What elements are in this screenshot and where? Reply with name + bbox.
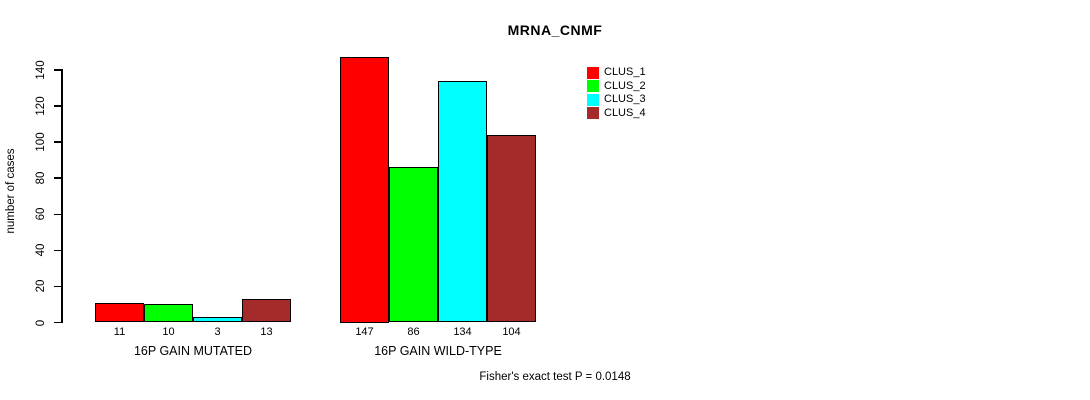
y-tick-label: 60 [35, 207, 47, 221]
bar-clus_1-group2 [340, 57, 389, 323]
bar-value-label: 3 [214, 325, 221, 338]
y-tick [54, 321, 61, 324]
bar-value-label: 10 [162, 325, 175, 338]
y-tick-label: 100 [35, 132, 47, 152]
y-tick-label: 20 [35, 280, 47, 293]
y-tick-label: 140 [35, 60, 47, 80]
y-tick [54, 69, 61, 71]
bar-value-label: 13 [260, 325, 273, 338]
legend-swatch-clus_1 [587, 66, 599, 79]
y-tick [54, 285, 61, 288]
annotation-fisher-test: Fisher's exact test P = 0.0148 [479, 371, 631, 383]
bar-clus_3-group2 [438, 80, 487, 323]
bar-clus_1-group1 [95, 302, 144, 323]
legend-swatch-clus_4 [587, 107, 599, 119]
bar-value-label: 11 [113, 325, 126, 338]
bar-clus_4-group2 [487, 134, 536, 323]
legend-label: CLUS_4 [604, 106, 646, 119]
y-tick-label: 0 [35, 319, 47, 326]
bar-clus_4-group1 [242, 299, 291, 323]
legend-swatch-clus_2 [587, 80, 599, 92]
legend-label: CLUS_2 [604, 79, 646, 92]
bar-value-label: 147 [355, 325, 374, 338]
bar-value-label: 134 [453, 325, 472, 338]
y-tick-label: 80 [35, 171, 47, 185]
legend-label: CLUS_3 [604, 93, 646, 105]
y-tick [54, 141, 61, 143]
bar-clus_2-group2 [389, 167, 438, 323]
bar-clus_3-group1 [193, 317, 242, 323]
y-tick [54, 177, 61, 179]
y-tick [54, 213, 61, 216]
y-tick-label: 120 [35, 96, 47, 116]
bar-clus_2-group1 [144, 304, 193, 323]
bar-value-label: 86 [407, 325, 420, 338]
y-tick [54, 249, 61, 252]
y-tick-label: 40 [35, 243, 47, 257]
y-axis-line [61, 69, 63, 323]
category-label-group2: 16P GAIN WILD-TYPE [374, 344, 502, 358]
legend-swatch-clus_3 [587, 93, 599, 106]
chart-title: MRNA_CNMF [507, 22, 603, 38]
legend-label: CLUS_1 [604, 66, 646, 78]
y-tick [54, 105, 61, 107]
category-label-group1: 16P GAIN MUTATED [133, 344, 253, 358]
y-axis-label: number of cases [5, 148, 17, 234]
bar-value-label: 104 [502, 325, 521, 338]
